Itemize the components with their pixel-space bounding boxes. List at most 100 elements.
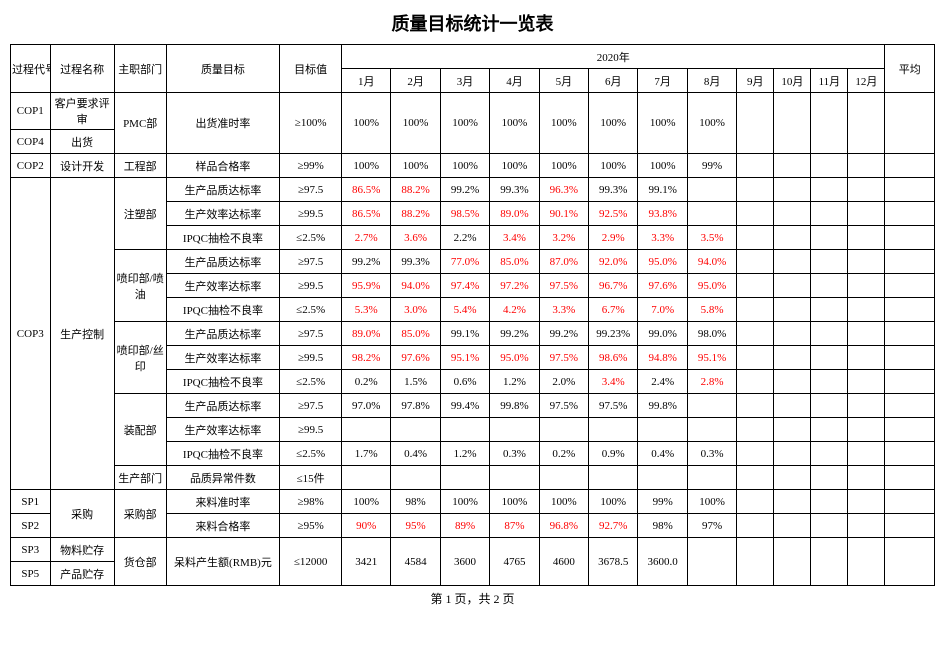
cell-avg bbox=[885, 250, 935, 274]
cell-value bbox=[687, 466, 736, 490]
th-month: 6月 bbox=[589, 69, 638, 93]
cell-value: 95% bbox=[391, 514, 440, 538]
cell-proc-name: 出货 bbox=[50, 130, 114, 154]
cell-value bbox=[774, 466, 811, 490]
th-target: 目标值 bbox=[280, 45, 342, 93]
cell-metric: 样品合格率 bbox=[166, 154, 280, 178]
cell-value bbox=[638, 466, 687, 490]
cell-value: 93.8% bbox=[638, 202, 687, 226]
cell-target: ≤15件 bbox=[280, 466, 342, 490]
cell-value bbox=[774, 538, 811, 586]
cell-avg bbox=[885, 93, 935, 154]
cell-value: 97% bbox=[687, 514, 736, 538]
cell-value: 95.0% bbox=[490, 346, 539, 370]
cell-value: 99.3% bbox=[589, 178, 638, 202]
cell-value bbox=[539, 466, 588, 490]
cell-value: 100% bbox=[589, 154, 638, 178]
cell-metric: 生产效率达标率 bbox=[166, 202, 280, 226]
cell-metric: 生产效率达标率 bbox=[166, 274, 280, 298]
cell-proc-name: 设计开发 bbox=[50, 154, 114, 178]
th-month: 2月 bbox=[391, 69, 440, 93]
cell-value bbox=[774, 274, 811, 298]
cell-value bbox=[737, 93, 774, 154]
cell-target: ≤2.5% bbox=[280, 370, 342, 394]
cell-target: ≥97.5 bbox=[280, 322, 342, 346]
cell-value: 2.0% bbox=[539, 370, 588, 394]
cell-value bbox=[848, 346, 885, 370]
cell-value bbox=[848, 418, 885, 442]
cell-value: 99% bbox=[687, 154, 736, 178]
cell-value bbox=[848, 538, 885, 586]
cell-value bbox=[342, 466, 391, 490]
cell-metric: 生产品质达标率 bbox=[166, 394, 280, 418]
cell-value bbox=[811, 226, 848, 250]
cell-value: 100% bbox=[342, 490, 391, 514]
cell-dept: 装配部 bbox=[114, 394, 166, 466]
cell-value: 97.0% bbox=[342, 394, 391, 418]
cell-dept: 喷印部/丝印 bbox=[114, 322, 166, 394]
table-row: 喷印部/丝印生产品质达标率≥97.589.0%85.0%99.1%99.2%99… bbox=[11, 322, 935, 346]
th-month: 5月 bbox=[539, 69, 588, 93]
cell-value bbox=[774, 178, 811, 202]
cell-value bbox=[811, 298, 848, 322]
cell-value: 0.4% bbox=[391, 442, 440, 466]
cell-value: 95.9% bbox=[342, 274, 391, 298]
cell-target: ≥97.5 bbox=[280, 178, 342, 202]
cell-value bbox=[848, 394, 885, 418]
cell-value: 4.2% bbox=[490, 298, 539, 322]
cell-value: 3.6% bbox=[391, 226, 440, 250]
cell-value: 88.2% bbox=[391, 178, 440, 202]
cell-avg bbox=[885, 442, 935, 466]
cell-value bbox=[774, 298, 811, 322]
cell-value bbox=[737, 154, 774, 178]
table-body: COP1客户要求评审PMC部出货准时率≥100%100%100%100%100%… bbox=[11, 93, 935, 586]
cell-target: ≤12000 bbox=[280, 538, 342, 586]
cell-avg bbox=[885, 370, 935, 394]
cell-dept: 生产部门 bbox=[114, 466, 166, 490]
cell-avg bbox=[885, 466, 935, 490]
cell-value: 1.2% bbox=[490, 370, 539, 394]
cell-value bbox=[848, 322, 885, 346]
cell-target: ≥95% bbox=[280, 514, 342, 538]
cell-value bbox=[811, 178, 848, 202]
page-footer: 第 1 页，共 2 页 bbox=[10, 590, 935, 607]
cell-value bbox=[774, 490, 811, 514]
cell-value bbox=[811, 346, 848, 370]
cell-value: 2.2% bbox=[440, 226, 489, 250]
cell-target: ≥98% bbox=[280, 490, 342, 514]
cell-value bbox=[774, 250, 811, 274]
cell-value bbox=[737, 298, 774, 322]
cell-proc-name: 产品贮存 bbox=[50, 562, 114, 586]
cell-value: 3.5% bbox=[687, 226, 736, 250]
cell-value: 100% bbox=[687, 93, 736, 154]
cell-value: 99.2% bbox=[440, 178, 489, 202]
cell-dept: 注塑部 bbox=[114, 178, 166, 250]
cell-value bbox=[848, 93, 885, 154]
cell-target: ≤2.5% bbox=[280, 298, 342, 322]
cell-value bbox=[687, 202, 736, 226]
cell-value: 99.4% bbox=[440, 394, 489, 418]
cell-proc-code: SP1 bbox=[11, 490, 51, 514]
table-row: COP3生产控制注塑部生产品质达标率≥97.586.5%88.2%99.2%99… bbox=[11, 178, 935, 202]
cell-value: 86.5% bbox=[342, 202, 391, 226]
cell-avg bbox=[885, 298, 935, 322]
cell-value bbox=[848, 250, 885, 274]
th-proc-code: 过程代号 bbox=[11, 45, 51, 93]
cell-value: 95.1% bbox=[440, 346, 489, 370]
cell-value: 4600 bbox=[539, 538, 588, 586]
cell-value: 96.3% bbox=[539, 178, 588, 202]
cell-value bbox=[774, 394, 811, 418]
cell-value: 7.0% bbox=[638, 298, 687, 322]
table-row: SP3物料贮存货仓部呆料产生额(RMB)元≤120003421458436004… bbox=[11, 538, 935, 562]
cell-value: 97.5% bbox=[539, 274, 588, 298]
cell-value: 5.8% bbox=[687, 298, 736, 322]
cell-target: ≥99% bbox=[280, 154, 342, 178]
cell-value bbox=[391, 466, 440, 490]
cell-value: 3.2% bbox=[539, 226, 588, 250]
cell-avg bbox=[885, 154, 935, 178]
cell-value: 0.3% bbox=[490, 442, 539, 466]
cell-value: 90% bbox=[342, 514, 391, 538]
cell-value bbox=[737, 250, 774, 274]
cell-proc-code: SP3 bbox=[11, 538, 51, 562]
cell-value: 0.3% bbox=[687, 442, 736, 466]
